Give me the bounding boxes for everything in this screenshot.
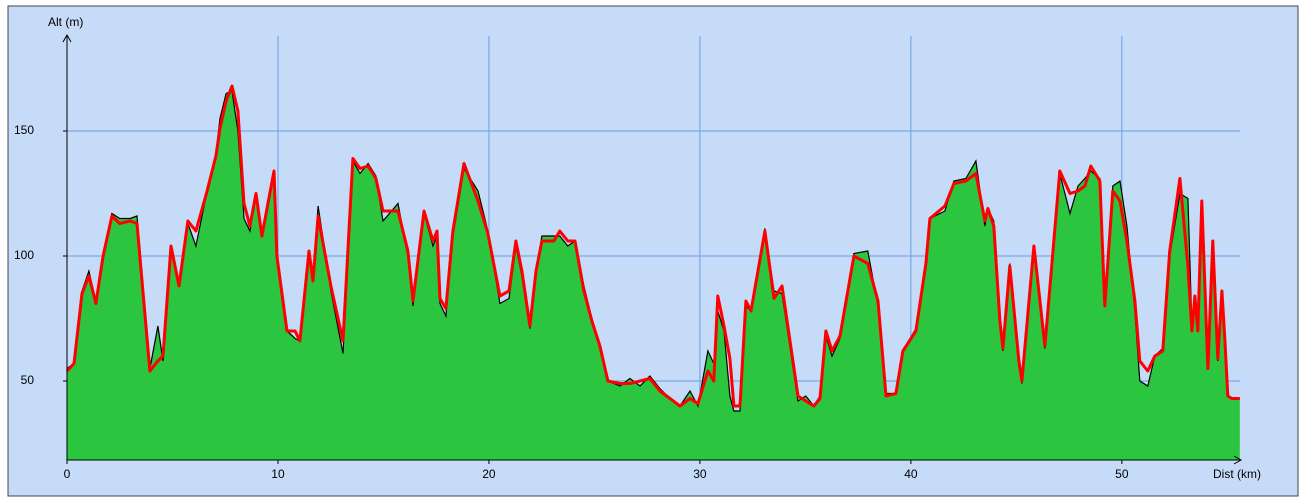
x-tick-label: 40 (904, 467, 918, 481)
smoothed-line (65, 84, 1240, 408)
y-tick-label: 50 (21, 373, 35, 387)
tick-labels: 50 100 150 0 10 20 30 40 50 (14, 123, 1129, 481)
y-axis-arrow (62, 33, 72, 43)
x-tick-label: 50 (1115, 467, 1129, 481)
x-axis-arrow (1233, 455, 1243, 465)
y-axis-label: Alt (m) (48, 15, 83, 29)
x-tick-label: 10 (271, 467, 285, 481)
elevation-area (67, 91, 1240, 460)
marks (65, 84, 1240, 460)
x-axis-label: Dist (km) (1213, 467, 1261, 481)
x-tick-label: 0 (64, 467, 71, 481)
y-tick-label: 100 (14, 248, 34, 262)
x-tick-label: 20 (482, 467, 496, 481)
y-tick-label: 150 (14, 123, 34, 137)
x-tick-label: 30 (693, 467, 707, 481)
